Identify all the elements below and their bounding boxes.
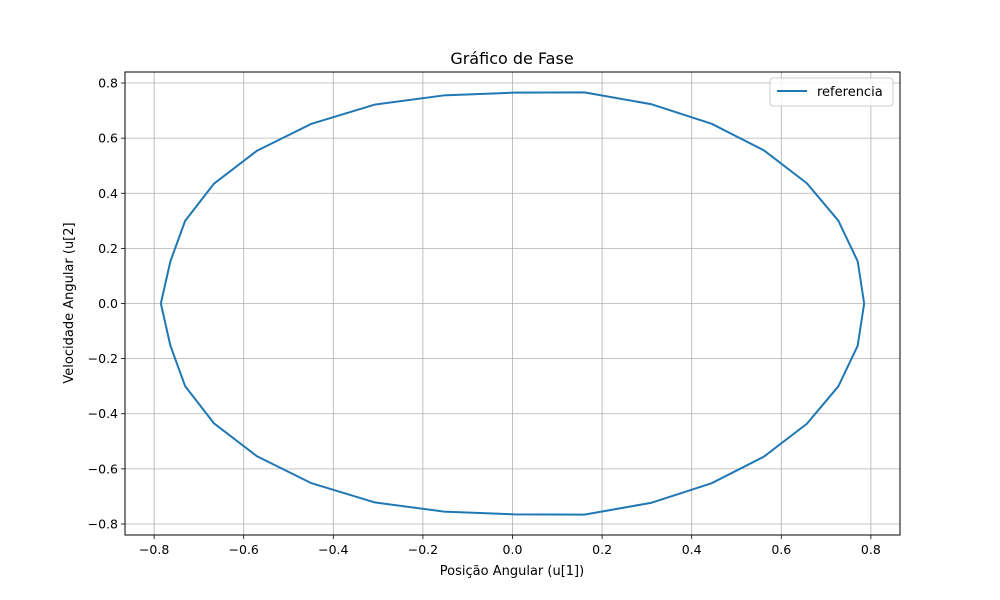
x-tick-label: 0.8 (861, 542, 881, 557)
legend-label-referencia: referencia (817, 85, 883, 100)
x-tick-label: −0.8 (139, 542, 169, 557)
series-line-referencia (159, 91, 866, 516)
y-tick-label: −0.8 (88, 516, 118, 531)
y-axis-ticks: −0.8 −0.6 −0.4 −0.2 0.0 0.2 0.4 0.6 0.8 (88, 76, 125, 531)
y-tick-label: 0.4 (98, 186, 118, 201)
y-tick-label: 0.2 (98, 241, 118, 256)
x-tick-label: −0.4 (318, 542, 348, 557)
x-tick-label: 0.0 (503, 542, 523, 557)
y-axis-label: Velocidade Angular (u[2] (62, 222, 77, 383)
y-tick-label: 0.8 (98, 76, 118, 91)
x-tick-label: 0.6 (771, 542, 791, 557)
x-tick-label: −0.2 (408, 542, 438, 557)
grid (125, 72, 900, 535)
x-tick-label: −0.6 (229, 542, 259, 557)
x-tick-label: 0.2 (592, 542, 612, 557)
y-tick-label: 0.6 (98, 131, 118, 146)
x-axis-label: Posição Angular (u[1]) (440, 564, 584, 579)
legend-box (769, 77, 894, 107)
legend: referencia (769, 77, 894, 107)
y-tick-label: −0.2 (88, 351, 118, 366)
chart-title: Gráfico de Fase (450, 49, 573, 68)
series-layer (159, 91, 866, 516)
x-tick-label: 0.4 (682, 542, 702, 557)
y-tick-label: −0.4 (88, 406, 118, 421)
y-tick-label: −0.6 (88, 461, 118, 476)
y-tick-label: 0.0 (98, 296, 118, 311)
x-axis-ticks: −0.8 −0.6 −0.4 −0.2 0.0 0.2 0.4 0.6 0.8 (139, 535, 881, 557)
